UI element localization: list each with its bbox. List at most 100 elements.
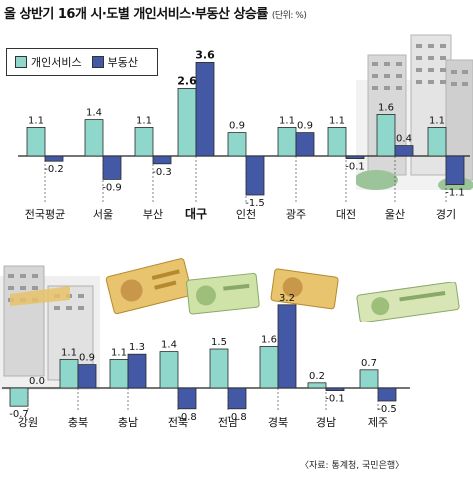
source-note: 〈자료: 통계청, 국민은행〉 bbox=[300, 461, 405, 471]
category-label: 광주 bbox=[286, 208, 306, 221]
category-label: 전북 bbox=[168, 416, 188, 429]
value-label: 1.1 bbox=[136, 115, 152, 126]
category-label: 서울 bbox=[93, 208, 113, 221]
value-label: -0.8 bbox=[227, 412, 247, 423]
bar-personal-service-22 bbox=[109, 358, 129, 389]
bar-personal-service-6 bbox=[327, 127, 347, 157]
bar-personal-service-7 bbox=[376, 114, 396, 157]
value-label: 1.1 bbox=[111, 347, 127, 358]
bar-real-estate-5 bbox=[295, 132, 315, 157]
value-label: -0.9 bbox=[102, 182, 122, 193]
value-label: 0.7 bbox=[361, 358, 377, 369]
bar-personal-service-3 bbox=[177, 88, 197, 157]
bar-personal-service-23 bbox=[159, 351, 179, 389]
bar-personal-service-4 bbox=[227, 132, 247, 157]
bar-real-estate-27 bbox=[377, 387, 397, 402]
category-label: 부산 bbox=[143, 208, 163, 221]
category-label: 충북 bbox=[68, 416, 88, 429]
banknotes-illustration bbox=[105, 258, 339, 315]
category-label: 울산 bbox=[385, 208, 405, 221]
apartment-buildings-illustration-top bbox=[356, 34, 473, 190]
unit-label: (단위: %) bbox=[271, 11, 307, 21]
value-label: 1.4 bbox=[161, 340, 177, 351]
legend-label-personal-service: 개인서비스 bbox=[31, 56, 82, 69]
bar-real-estate-7 bbox=[394, 145, 414, 157]
value-label: 3.6 bbox=[195, 48, 215, 61]
bar-personal-service-21 bbox=[59, 358, 79, 389]
value-label: 1.1 bbox=[28, 115, 44, 126]
value-label: -0.2 bbox=[44, 164, 64, 175]
value-label: -0.1 bbox=[345, 162, 365, 173]
legend-item-personal-service: 개인서비스 bbox=[15, 54, 82, 70]
bar-real-estate-6 bbox=[345, 155, 365, 159]
bar-personal-service-26 bbox=[307, 382, 327, 389]
bar-personal-service-5 bbox=[277, 127, 297, 157]
bar-real-estate-0 bbox=[44, 155, 64, 162]
value-label: 0.0 bbox=[29, 376, 45, 387]
value-label: 3.2 bbox=[279, 293, 295, 304]
value-label: -1.1 bbox=[445, 188, 465, 199]
legend-swatch-real-estate bbox=[91, 56, 104, 68]
value-label: -0.5 bbox=[377, 404, 397, 415]
bar-personal-service-2 bbox=[134, 127, 154, 157]
value-label: 0.2 bbox=[309, 371, 325, 382]
category-label: 충남 bbox=[118, 416, 138, 429]
value-label: -1.5 bbox=[245, 198, 265, 209]
legend-label-real-estate: 부동산 bbox=[107, 56, 138, 69]
category-label: 경기 bbox=[436, 208, 456, 221]
bar-real-estate-2 bbox=[152, 155, 172, 165]
chart-title: 올 상반기 16개 시·도별 개인서비스·부동산 상승률 (단위: %) bbox=[4, 3, 307, 22]
bar-real-estate-8 bbox=[445, 155, 465, 186]
bar-personal-service-24 bbox=[209, 348, 229, 389]
category-label: 경남 bbox=[316, 416, 336, 429]
value-label: 0.9 bbox=[79, 353, 95, 364]
value-label: -0.3 bbox=[152, 167, 172, 178]
bar-personal-service-8 bbox=[427, 127, 447, 157]
title-text: 올 상반기 16개 시·도별 개인서비스·부동산 상승률 bbox=[4, 7, 268, 22]
category-label: 전남 bbox=[218, 416, 238, 429]
value-label: 1.6 bbox=[378, 102, 394, 113]
bar-real-estate-24 bbox=[227, 387, 247, 410]
value-label: 0.9 bbox=[229, 121, 245, 132]
bar-personal-service-20 bbox=[9, 387, 29, 407]
value-label: 1.6 bbox=[261, 334, 277, 345]
category-label: 제주 bbox=[368, 416, 388, 429]
category-label: 대전 bbox=[336, 208, 356, 221]
value-label: 1.5 bbox=[211, 337, 227, 348]
bar-personal-service-25 bbox=[259, 345, 279, 389]
value-label: 0.4 bbox=[396, 134, 412, 145]
legend-item-real-estate: 부동산 bbox=[91, 54, 138, 70]
bar-real-estate-26 bbox=[325, 387, 345, 391]
value-label: 1.1 bbox=[279, 115, 295, 126]
category-label: 경북 bbox=[268, 416, 288, 429]
value-label: 1.4 bbox=[86, 108, 102, 119]
chart-top: 1.1 -0.2 전국평균 1.4 -0.9 서울 1.1 -0.3 부산 2.6 3.6 대구 0.9… bbox=[18, 48, 470, 221]
value-label: 1.3 bbox=[129, 342, 145, 353]
bar-personal-service-0 bbox=[26, 127, 46, 157]
category-label: 대구 bbox=[185, 207, 207, 221]
bar-real-estate-23 bbox=[177, 387, 197, 410]
value-label: -0.7 bbox=[9, 409, 29, 420]
bar-real-estate-21 bbox=[77, 364, 97, 389]
value-label: 2.6 bbox=[177, 74, 197, 87]
value-label: 1.1 bbox=[429, 115, 445, 126]
bar-personal-service-27 bbox=[359, 369, 379, 389]
value-label: -0.8 bbox=[177, 412, 197, 423]
category-label: 인천 bbox=[236, 207, 256, 221]
value-label: 0.9 bbox=[297, 121, 313, 132]
category-label: 강원 bbox=[18, 416, 38, 429]
bar-personal-service-1 bbox=[84, 119, 104, 157]
value-label: -0.1 bbox=[325, 394, 345, 405]
category-label: 전국평균 bbox=[25, 208, 65, 221]
bar-real-estate-3 bbox=[195, 62, 215, 157]
bar-real-estate-22 bbox=[127, 353, 147, 389]
legend: 개인서비스 부동산 bbox=[6, 48, 158, 76]
value-label: 1.1 bbox=[329, 115, 345, 126]
legend-swatch-personal-service bbox=[15, 56, 27, 68]
bar-real-estate-25 bbox=[277, 304, 297, 389]
bar-real-estate-1 bbox=[102, 155, 122, 180]
bar-real-estate-4 bbox=[245, 155, 265, 196]
value-label: 1.1 bbox=[61, 347, 77, 358]
